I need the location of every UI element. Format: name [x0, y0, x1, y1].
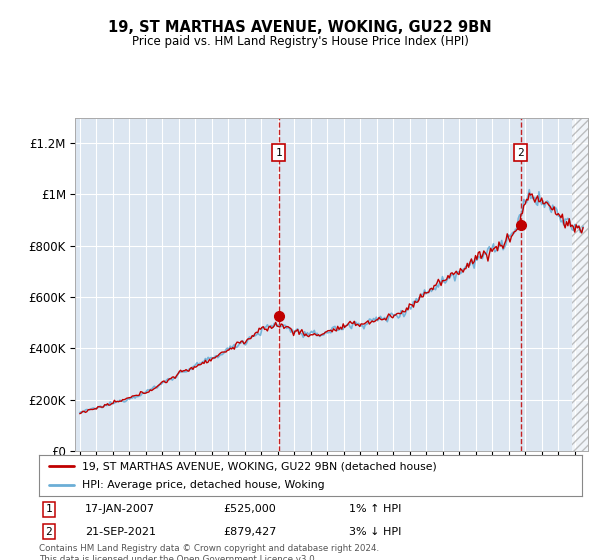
Bar — [572, 105, 596, 451]
Text: 1: 1 — [46, 505, 52, 514]
Text: 19, ST MARTHAS AVENUE, WOKING, GU22 9BN: 19, ST MARTHAS AVENUE, WOKING, GU22 9BN — [108, 20, 492, 35]
Text: £525,000: £525,000 — [224, 505, 277, 514]
Text: £879,427: £879,427 — [224, 527, 277, 536]
Text: 3% ↓ HPI: 3% ↓ HPI — [349, 527, 401, 536]
Text: 2: 2 — [46, 527, 52, 536]
Text: 19, ST MARTHAS AVENUE, WOKING, GU22 9BN (detached house): 19, ST MARTHAS AVENUE, WOKING, GU22 9BN … — [82, 461, 437, 471]
Text: Price paid vs. HM Land Registry's House Price Index (HPI): Price paid vs. HM Land Registry's House … — [131, 35, 469, 48]
Text: 21-SEP-2021: 21-SEP-2021 — [85, 527, 156, 536]
Text: Contains HM Land Registry data © Crown copyright and database right 2024.
This d: Contains HM Land Registry data © Crown c… — [39, 544, 379, 560]
Text: 1: 1 — [275, 148, 282, 157]
Text: 2: 2 — [517, 148, 524, 157]
Text: 17-JAN-2007: 17-JAN-2007 — [85, 505, 155, 514]
Text: 1% ↑ HPI: 1% ↑ HPI — [349, 505, 401, 514]
Text: HPI: Average price, detached house, Woking: HPI: Average price, detached house, Woki… — [82, 480, 325, 489]
